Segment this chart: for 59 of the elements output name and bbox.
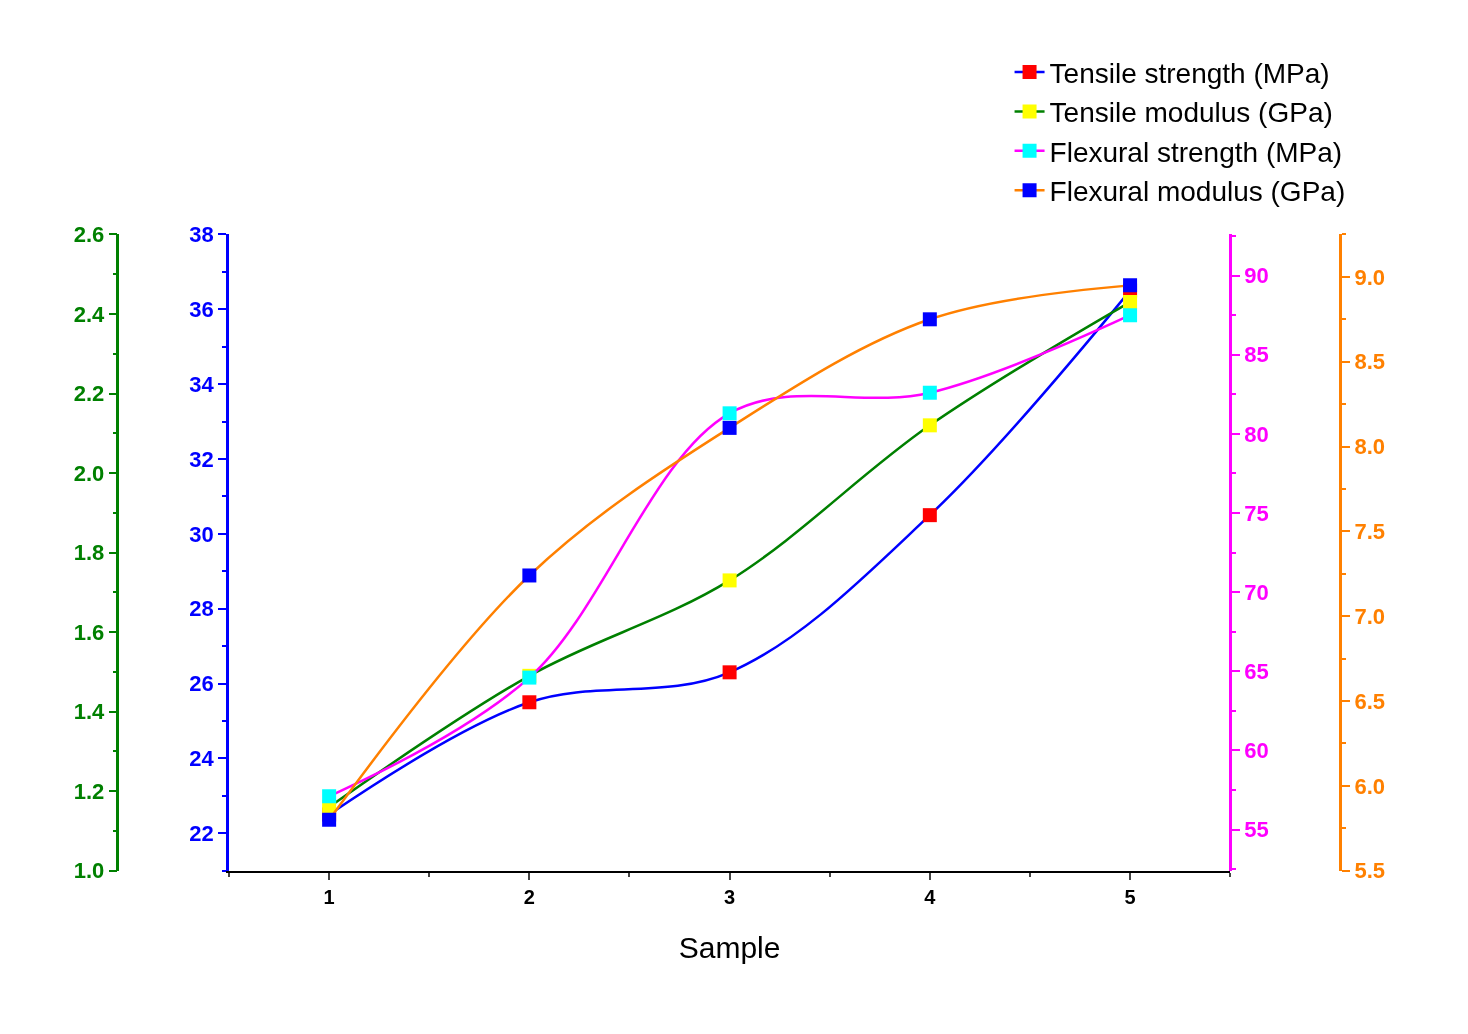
y-tick-label: 65: [1244, 658, 1269, 684]
y2-tick-label: 2.6: [73, 222, 105, 248]
legend-label: Tensile strength (MPa): [1049, 57, 1330, 89]
y2-tick-label: 8.0: [1354, 434, 1386, 460]
y2-tick-label: 1.6: [73, 619, 105, 645]
point: [722, 573, 737, 588]
point: [1123, 278, 1138, 293]
legend-label: Flexural strength (MPa): [1049, 136, 1343, 168]
y2-tick-label: 2.4: [73, 301, 106, 327]
y2-tick-label: 8.5: [1354, 349, 1386, 375]
point: [522, 568, 537, 583]
y2-tick-label: 7.0: [1354, 603, 1386, 629]
y2-tick-label: 1.0: [73, 858, 105, 884]
y-tick-label: 75: [1244, 500, 1269, 526]
y-tick-label: 30: [189, 521, 214, 547]
y-tick-label: 55: [1244, 817, 1269, 843]
y2-tick-label: 1.2: [73, 778, 105, 804]
point: [322, 789, 337, 804]
x-tick-label: 4: [924, 885, 937, 908]
point: [1123, 308, 1138, 323]
y-tick-label: 60: [1244, 738, 1269, 764]
point: [922, 312, 937, 327]
legend-label: Flexural modulus (GPa): [1049, 176, 1346, 208]
y2-tick-label: 1.4: [73, 699, 106, 725]
x-tick-label: 1: [323, 885, 335, 908]
y2-tick-label: 1.8: [73, 540, 105, 566]
point: [722, 420, 737, 435]
y-tick-label: 26: [189, 671, 214, 697]
point: [1123, 295, 1138, 310]
y2-tick-label: 6.5: [1354, 688, 1386, 714]
y-tick-label: 22: [189, 820, 214, 846]
x-tick-label: 3: [724, 885, 736, 908]
y-tick-label: 32: [189, 446, 214, 472]
point: [322, 812, 337, 827]
y2-tick-label: 9.0: [1354, 264, 1386, 290]
y-tick-label: 80: [1244, 421, 1269, 447]
y-tick-label: 38: [189, 222, 214, 248]
x-axis-title: Sample: [678, 930, 781, 964]
y-tick-label: 34: [189, 371, 215, 397]
point: [722, 406, 737, 421]
point: [722, 665, 737, 680]
y-tick-label: 28: [189, 596, 214, 622]
y-tick-label: 70: [1244, 579, 1269, 605]
y-tick-label: 36: [189, 297, 214, 323]
y-tick-label: 85: [1244, 342, 1269, 368]
y2-tick-label: 5.5: [1354, 858, 1386, 884]
x-tick-label: 2: [523, 885, 535, 908]
legend-label: Tensile modulus (GPa): [1049, 97, 1333, 129]
y-tick-label: 90: [1244, 263, 1269, 289]
y2-tick-label: 7.5: [1354, 519, 1386, 545]
point: [922, 418, 937, 433]
y-tick-label: 24: [189, 746, 215, 772]
point: [922, 508, 937, 523]
point: [522, 695, 537, 710]
point: [922, 385, 937, 400]
y2-tick-label: 2.2: [73, 381, 105, 407]
y2-tick-label: 6.0: [1354, 773, 1386, 799]
x-tick-label: 5: [1124, 885, 1136, 908]
y2-tick-label: 2.0: [73, 460, 105, 486]
